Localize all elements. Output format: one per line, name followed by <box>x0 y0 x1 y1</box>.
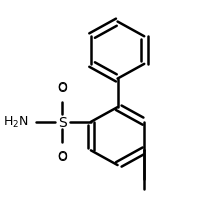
Text: O: O <box>58 150 67 163</box>
Text: O: O <box>58 82 67 95</box>
Text: H$_2$N: H$_2$N <box>3 115 28 130</box>
Text: O: O <box>58 151 67 164</box>
Text: S: S <box>58 115 67 129</box>
Text: O: O <box>58 81 67 94</box>
